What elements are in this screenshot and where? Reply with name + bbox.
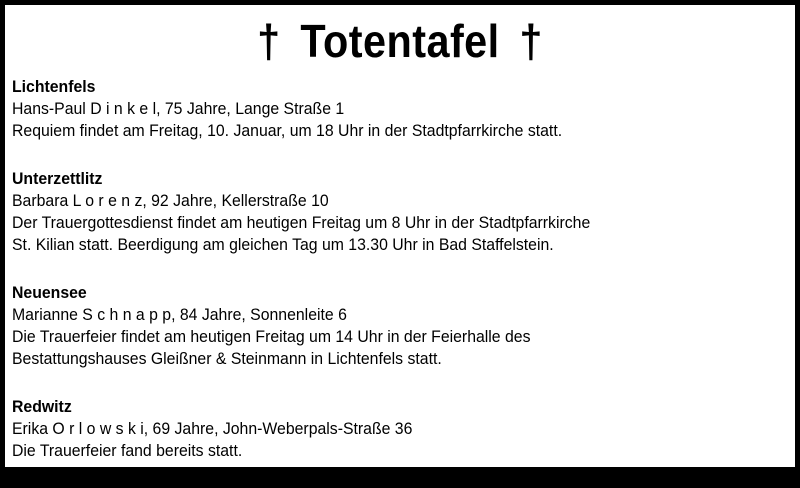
entry-place: Unterzettlitz	[12, 169, 103, 188]
title-text: Totentafel	[300, 15, 500, 67]
cross-icon: †	[519, 15, 543, 67]
cross-icon: †	[257, 15, 281, 67]
page-title: † Totentafel †	[45, 13, 756, 69]
entry-text-line: Bestattungshauses Gleißner & Steinmann i…	[12, 349, 442, 368]
entry-text-line: Requiem findet am Freitag, 10. Januar, u…	[12, 121, 563, 140]
entry-text-line: St. Kilian statt. Beerdigung am gleichen…	[12, 235, 554, 254]
entry-name-line: Marianne S c h n a p p, 84 Jahre, Sonnen…	[12, 305, 347, 324]
obituary-entry: Unterzettlitz Barbara L o r e n z, 92 Jah…	[12, 168, 590, 256]
entry-text-line: Die Trauerfeier fand bereits statt.	[12, 441, 243, 460]
entry-text-line: Die Trauerfeier findet am heutigen Freit…	[12, 327, 531, 346]
entry-name-line: Erika O r l o w s k i, 69 Jahre, John-We…	[12, 419, 413, 438]
entry-text-line: Der Trauergottesdienst findet am heutige…	[12, 213, 591, 232]
obituary-entry: Lichtenfels Hans-Paul D i n k e l, 75 Jah…	[12, 76, 590, 142]
obituary-list: Lichtenfels Hans-Paul D i n k e l, 75 Jah…	[12, 76, 590, 488]
entry-name-line: Hans-Paul D i n k e l, 75 Jahre, Lange S…	[12, 99, 345, 118]
obituary-panel: † Totentafel † Lichtenfels Hans-Paul D i n …	[5, 5, 795, 467]
entry-place: Redwitz	[12, 397, 72, 416]
obituary-entry: Neuensee Marianne S c h n a p p, 84 Jahre…	[12, 282, 590, 370]
entry-place: Lichtenfels	[12, 77, 96, 96]
entry-place: Neuensee	[12, 283, 87, 302]
entry-name-line: Barbara L o r e n z, 92 Jahre, Kellerstr…	[12, 191, 329, 210]
obituary-entry: Redwitz Erika O r l o w s k i, 69 Jahre, …	[12, 396, 590, 462]
